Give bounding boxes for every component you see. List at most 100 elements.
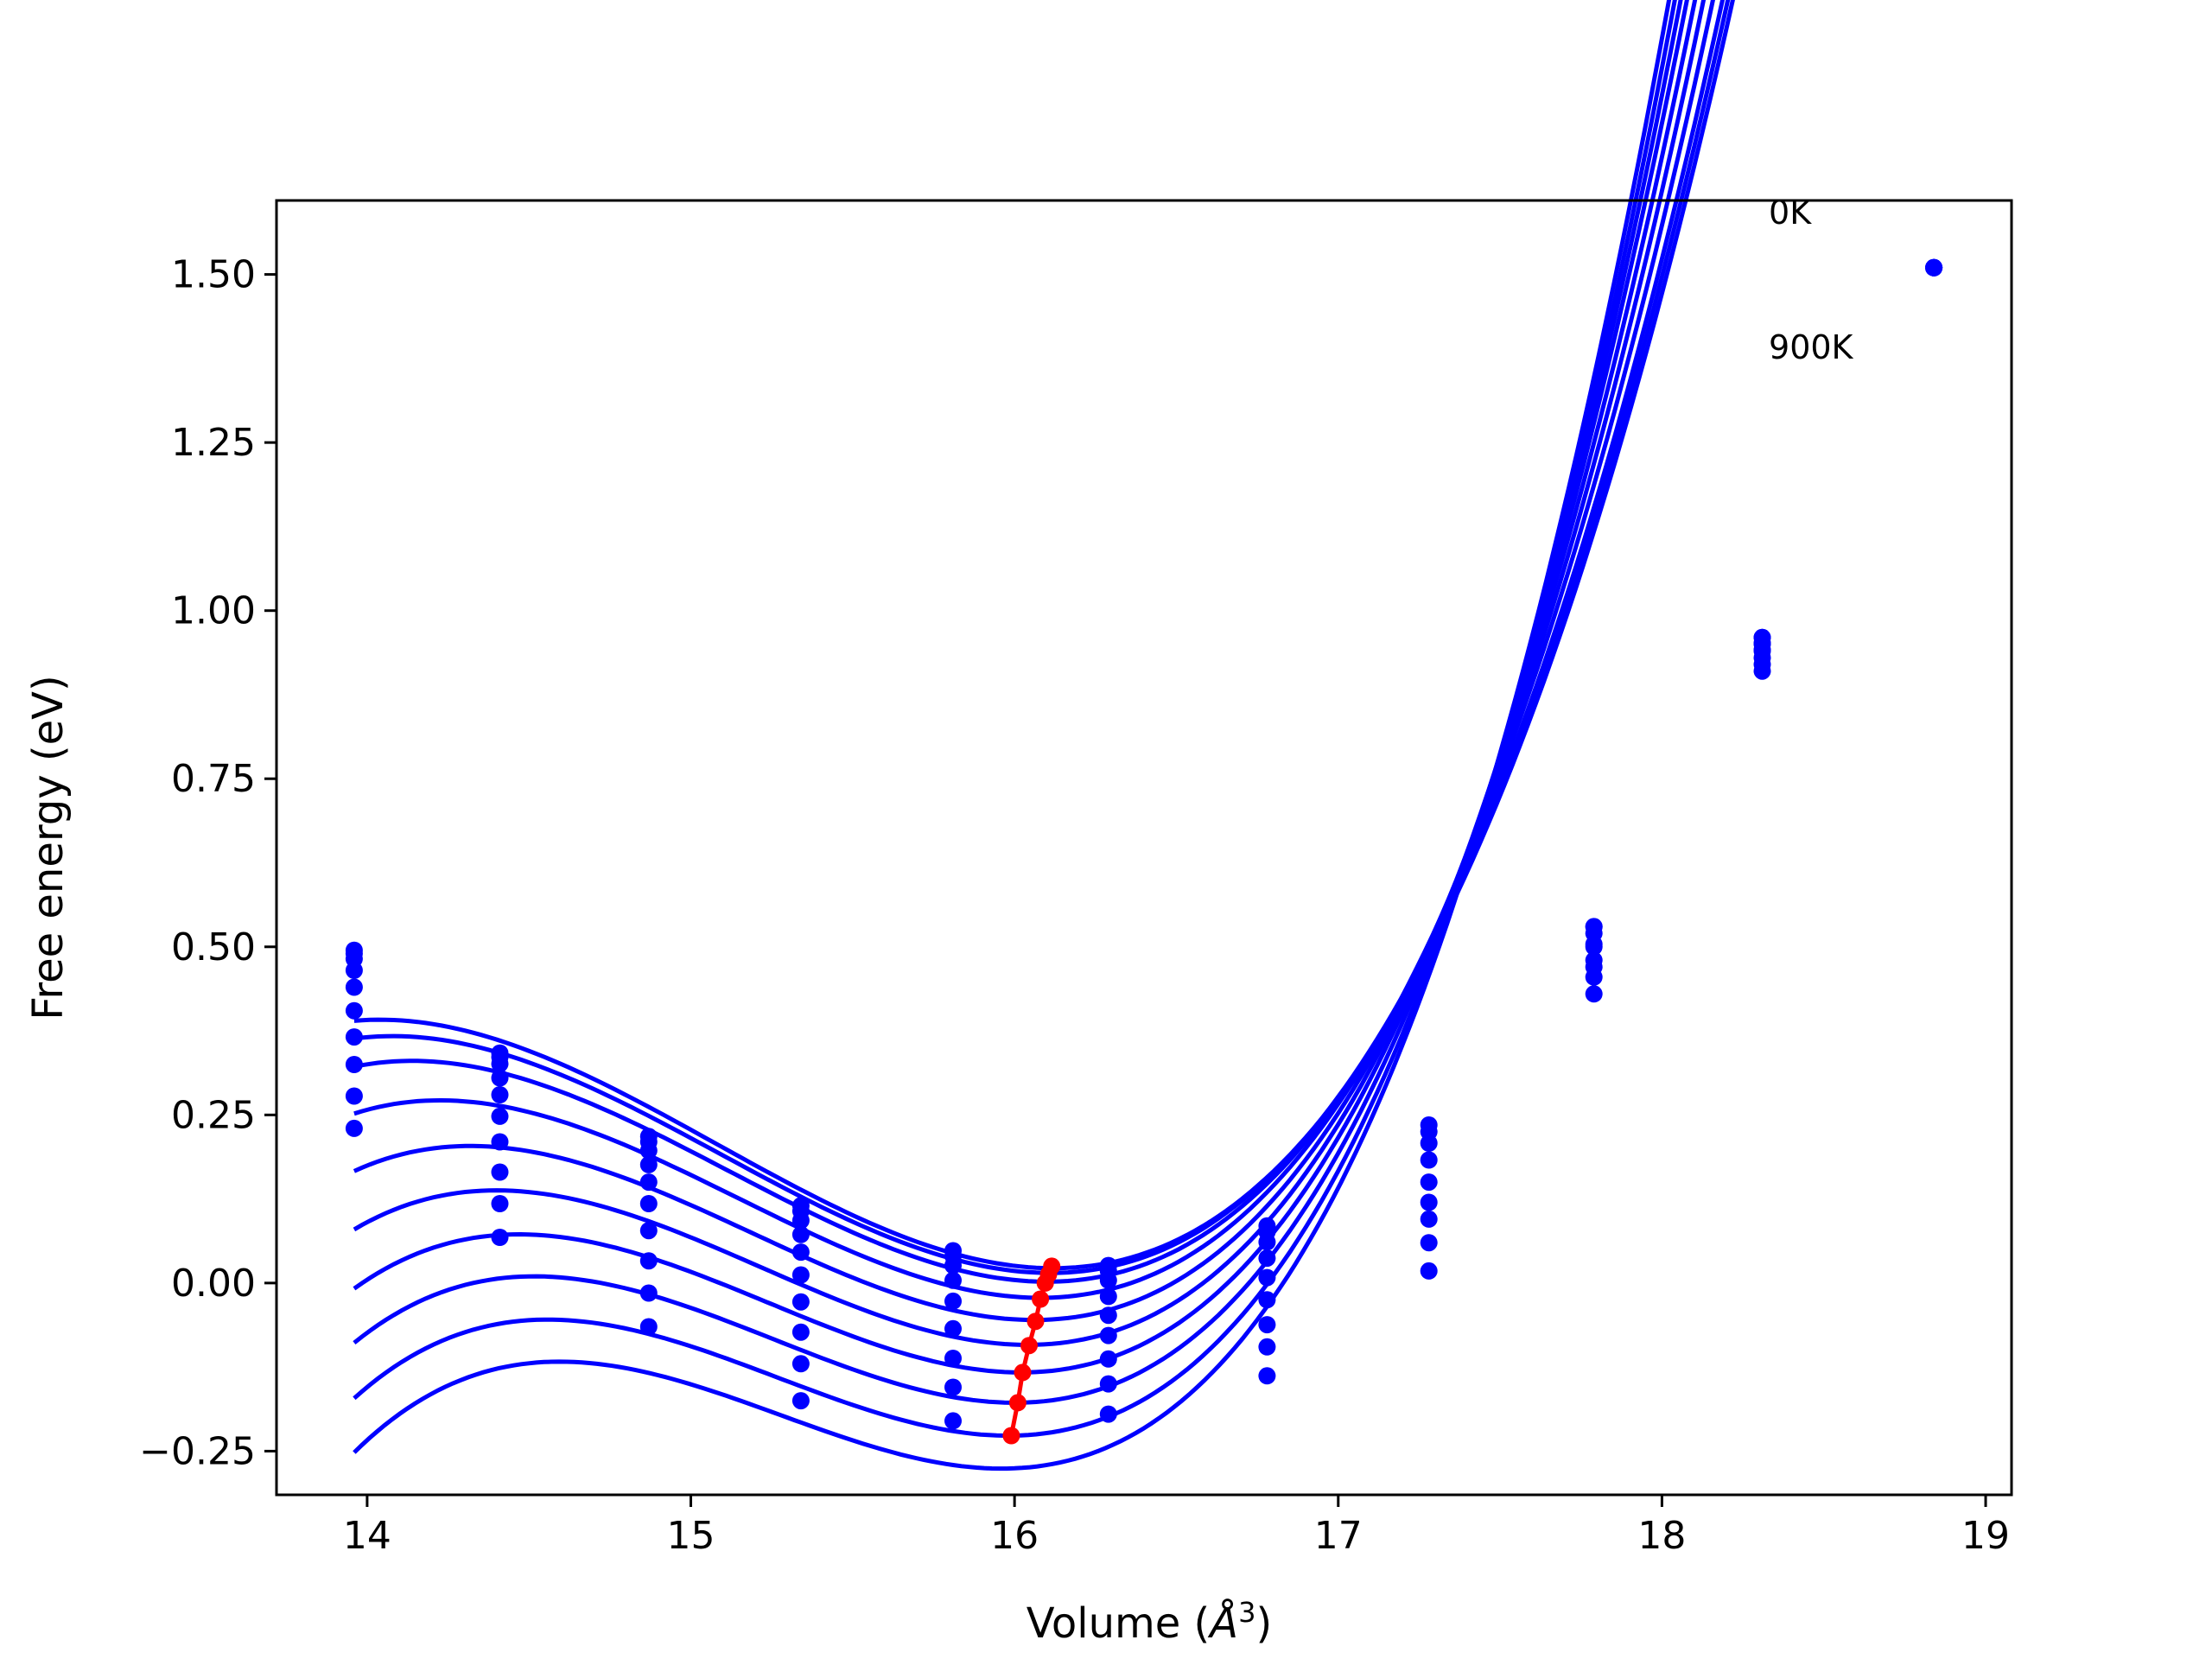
data-point (1420, 1210, 1438, 1228)
data-point (1099, 1350, 1117, 1368)
x-tick-label: 14 (343, 1514, 391, 1558)
data-point (639, 1222, 658, 1240)
x-tick-label: 18 (1637, 1514, 1686, 1558)
y-tick-label: 0.25 (171, 1093, 256, 1137)
y-axis-ticks: −0.25 0.00 0.25 0.50 0.75 1.00 1.25 1.50 (139, 253, 276, 1473)
data-point (1099, 1306, 1117, 1325)
data-point (1420, 1173, 1438, 1192)
plot-content (345, 0, 1943, 1471)
y-tick-label: −0.25 (139, 1429, 256, 1473)
data-point (1258, 1367, 1276, 1385)
y-tick-label: 0.50 (171, 925, 256, 969)
data-point (1420, 1234, 1438, 1252)
data-point (944, 1292, 962, 1310)
minimum-point (1008, 1394, 1027, 1412)
fit-curve (353, 0, 1735, 1271)
x-axis-ticks: 14 15 16 17 18 19 (343, 1495, 2010, 1558)
x-tick-label: 16 (990, 1514, 1039, 1558)
fit-curve (353, 0, 1677, 1438)
data-point (791, 1266, 810, 1284)
data-point (639, 1252, 658, 1270)
y-tick-label: 0.00 (171, 1262, 256, 1306)
data-point (791, 1355, 810, 1373)
data-point (1099, 1326, 1117, 1344)
data-point (1753, 628, 1771, 646)
minimum-point (1027, 1313, 1045, 1331)
data-point (491, 1163, 509, 1181)
y-axis-label: Free energy (eV) (24, 675, 73, 1020)
data-point (345, 1087, 363, 1105)
data-point (1925, 258, 1943, 276)
data-point (791, 1211, 810, 1230)
data-point (491, 1133, 509, 1151)
data-point (345, 962, 363, 979)
x-tick-label: 17 (1314, 1514, 1363, 1558)
data-point (791, 1293, 810, 1311)
data-point (491, 1086, 509, 1103)
data-point (944, 1378, 962, 1396)
data-point (1585, 938, 1603, 956)
data-point (491, 1107, 509, 1125)
data-point (639, 1284, 658, 1302)
data-point (345, 1028, 363, 1046)
x-axis-label-end: ) (1255, 1599, 1272, 1648)
data-point (1753, 662, 1771, 680)
data-point (1585, 918, 1603, 936)
data-point (1258, 1233, 1276, 1251)
minimum-point (1014, 1363, 1032, 1382)
data-point (639, 1173, 658, 1192)
data-point (491, 1055, 509, 1073)
data-point (944, 1271, 962, 1289)
minimum-point (1002, 1427, 1020, 1445)
data-point (791, 1323, 810, 1341)
data-point (1258, 1268, 1276, 1287)
y-tick-label: 1.00 (171, 589, 256, 633)
fit-curve (353, 0, 1683, 1405)
data-point (639, 1155, 658, 1173)
data-point (1585, 958, 1603, 976)
plot-frame (275, 199, 2013, 1497)
x-axis-label-unit: Å (1207, 1599, 1238, 1648)
data-point (345, 978, 363, 996)
data-point (639, 1195, 658, 1212)
data-point (345, 1056, 363, 1073)
data-point (791, 1225, 810, 1243)
data-point (1258, 1316, 1276, 1334)
data-point (491, 1069, 509, 1087)
data-point (345, 1001, 363, 1020)
data-point (1258, 1291, 1276, 1309)
temperature-annotations: 0K 900K (1769, 194, 1854, 366)
fit-curve (353, 0, 1726, 1284)
fit-curve (353, 0, 1672, 1471)
y-tick-label: 1.25 (171, 421, 256, 465)
data-point (791, 1392, 810, 1410)
minimum-point (1020, 1337, 1038, 1355)
data-point (944, 1350, 962, 1367)
data-point (1585, 985, 1603, 1003)
minimum-point (1036, 1274, 1054, 1292)
data-point (1099, 1405, 1117, 1423)
fit-curve (353, 0, 1698, 1348)
y-tick-label: 0.75 (171, 757, 256, 801)
data-point (791, 1243, 810, 1262)
temperature-annotation: 0K (1769, 194, 1812, 232)
fit-curve (353, 0, 1707, 1323)
fit-curve (353, 0, 1689, 1375)
data-point (944, 1319, 962, 1338)
x-axis-label-superscript: 3 (1238, 1596, 1255, 1629)
data-point (1258, 1249, 1276, 1268)
data-point (1420, 1151, 1438, 1169)
data-point (1420, 1135, 1438, 1152)
data-point (1420, 1262, 1438, 1280)
x-axis-label: Volume (Å3) (1027, 1596, 1272, 1648)
data-point (491, 1229, 509, 1246)
y-tick-label: 1.50 (171, 253, 256, 297)
fit-curve (353, 0, 1731, 1275)
data-point (1258, 1338, 1276, 1356)
data-point (491, 1195, 509, 1212)
minimum-point (1032, 1290, 1050, 1308)
data-point (1099, 1287, 1117, 1306)
data-point (944, 1412, 962, 1430)
data-point (639, 1318, 658, 1336)
